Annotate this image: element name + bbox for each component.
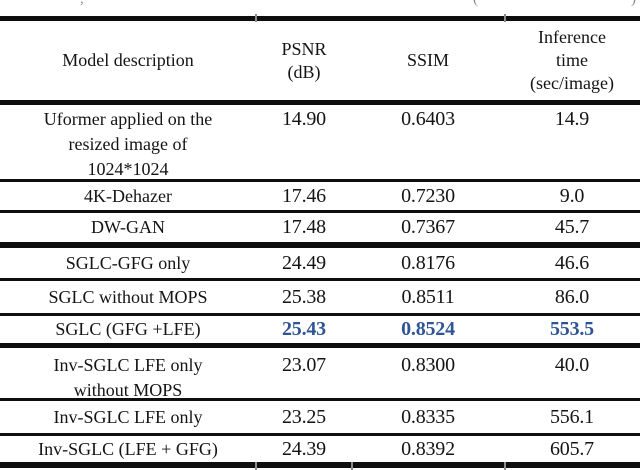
row-separator-rule [0, 278, 640, 281]
ssim-value: 0.8300 [401, 354, 455, 376]
table-row-inv-sglc-lfe-only: Inv-SGLC LFE only 23.25 0.8335 556.1 [0, 401, 640, 433]
header-separator-rule [0, 100, 640, 105]
row-separator-rule [0, 313, 640, 316]
ssim-value: 0.7230 [401, 184, 455, 207]
table-row-sglc-gfg-lfe-highlighted: SGLC (GFG +LFE) 25.43 0.8524 553.5 [0, 316, 640, 343]
table-row-sglc-without-mops: SGLC without MOPS 25.38 0.8511 86.0 [0, 281, 640, 313]
model-name: DW-GAN [91, 217, 165, 237]
table-row-uformer: Uformer applied on the resized image of … [0, 105, 640, 179]
model-name: SGLC without MOPS [48, 286, 208, 307]
ssim-value: 0.6403 [401, 108, 455, 130]
psnr-value: 24.49 [281, 251, 326, 274]
ssim-value-highlighted: 0.8524 [401, 318, 455, 340]
table-bottom-rule [0, 462, 640, 470]
psnr-value: 25.38 [281, 285, 326, 308]
ssim-value: 0.8392 [401, 437, 455, 460]
table-header-row: Model description PSNR (dB) SSIM Inferen… [0, 21, 640, 100]
ssim-value: 0.8335 [401, 405, 455, 428]
inference-time-value: 14.9 [554, 108, 590, 130]
inference-time-value: 86.0 [554, 285, 590, 308]
psnr-value: 23.07 [281, 354, 326, 376]
ssim-value: 0.8511 [401, 285, 455, 308]
header-ssim: SSIM [406, 50, 450, 70]
caption-fragment-comma: , [80, 0, 84, 8]
inference-time-value: 9.0 [559, 184, 585, 207]
ssim-value: 0.7367 [401, 216, 455, 238]
table-top-rule [0, 14, 640, 22]
row-separator-rule [0, 210, 640, 213]
table-row-4k-dehazer: 4K-Dehazer 17.46 0.7230 9.0 [0, 182, 640, 210]
ssim-value: 0.8176 [401, 251, 455, 274]
column-divider-tick [504, 462, 506, 470]
table-row-sglc-gfg-only: SGLC-GFG only 24.49 0.8176 46.6 [0, 248, 640, 278]
inference-time-value: 556.1 [549, 405, 594, 428]
row-separator-rule [0, 433, 640, 436]
row-separator-rule [0, 398, 640, 401]
inference-time-value: 605.7 [549, 437, 594, 460]
column-divider-tick [504, 14, 506, 22]
caption-fragment-open-paren: ( [473, 0, 478, 8]
caption-fragment-close-paren: ) [631, 0, 636, 8]
column-divider-tick [351, 462, 353, 470]
header-model-description: Model description [62, 50, 194, 70]
group-separator-rule [0, 242, 640, 248]
inference-time-value-highlighted: 553.5 [549, 318, 594, 340]
model-name: Uformer applied on the resized image of … [43, 109, 213, 179]
cropped-caption-remnant: , ( ) [0, 0, 640, 16]
psnr-value: 17.48 [281, 216, 326, 238]
row-separator-rule [0, 179, 640, 182]
model-name: Inv-SGLC LFE only [53, 406, 203, 427]
psnr-value: 14.90 [281, 108, 326, 130]
model-name: SGLC-GFG only [65, 252, 191, 273]
table-row-inv-sglc-lfe-only-without-mops: Inv-SGLC LFE only without MOPS 23.07 0.8… [0, 348, 640, 400]
psnr-value: 23.25 [281, 405, 326, 428]
table-row-dw-gan: DW-GAN 17.48 0.7367 45.7 [0, 213, 640, 242]
psnr-value: 24.39 [281, 437, 326, 460]
header-inference-time: Inference time (sec/image) [530, 27, 614, 93]
column-divider-tick [255, 462, 257, 470]
group-separator-rule [0, 343, 640, 348]
model-name: 4K-Dehazer [84, 185, 172, 206]
model-name: Inv-SGLC LFE only without MOPS [53, 355, 203, 400]
psnr-value-highlighted: 25.43 [281, 318, 326, 340]
model-name: Inv-SGLC (LFE + GFG) [38, 438, 218, 459]
inference-time-value: 45.7 [554, 216, 590, 238]
psnr-value: 17.46 [281, 184, 326, 207]
inference-time-value: 40.0 [554, 354, 590, 376]
header-psnr: PSNR (dB) [281, 38, 327, 82]
inference-time-value: 46.6 [554, 251, 590, 274]
model-name: SGLC (GFG +LFE) [55, 319, 201, 339]
column-divider-tick [255, 14, 257, 22]
table-row-inv-sglc-lfe-gfg: Inv-SGLC (LFE + GFG) 24.39 0.8392 605.7 [0, 436, 640, 462]
